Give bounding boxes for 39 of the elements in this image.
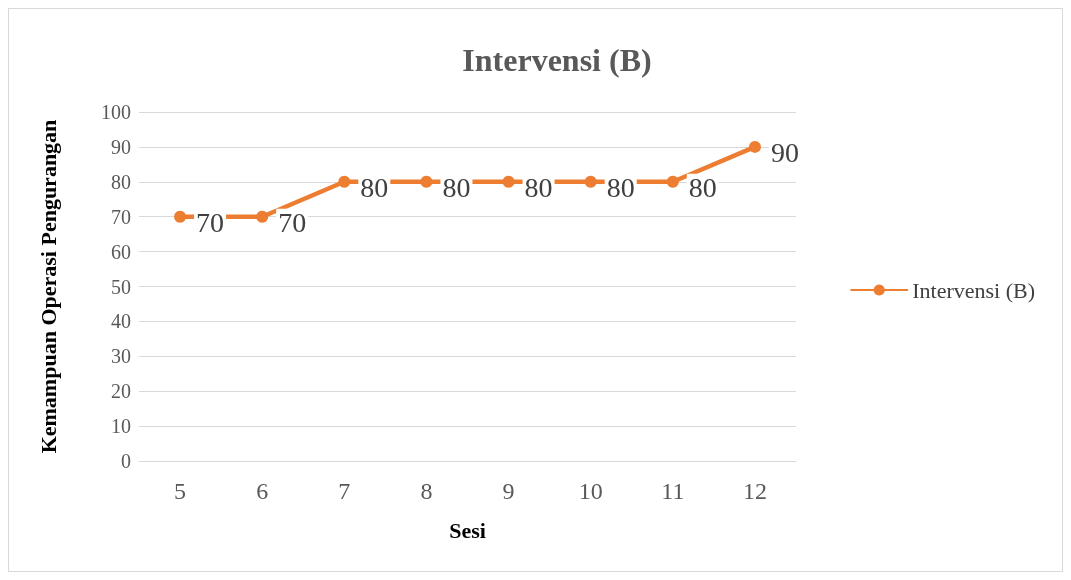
x-tick-label: 8 [420, 478, 433, 504]
x-axis-title: Sesi [449, 517, 486, 543]
data-label: 80 [442, 172, 471, 204]
data-label: 80 [524, 172, 553, 204]
y-tick-label: 100 [101, 101, 131, 123]
legend-label: Intervensi (B) [912, 277, 1035, 303]
y-tick-label: 60 [111, 240, 131, 263]
y-tick-label: 10 [111, 415, 131, 438]
y-tick-label: 0 [121, 450, 131, 472]
point [420, 175, 433, 188]
x-tick-label: 12 [742, 478, 767, 504]
x-tick-label: 7 [338, 478, 351, 504]
x-tick-label: 5 [174, 478, 187, 504]
point [584, 175, 597, 188]
y-tick-label: 30 [111, 345, 131, 368]
y-tick-label: 70 [111, 205, 131, 228]
point [666, 175, 679, 188]
y-tick-label: 40 [111, 310, 131, 333]
y-tick-label: 90 [111, 135, 131, 158]
point [338, 175, 351, 188]
data-label: 70 [196, 207, 225, 239]
point [748, 140, 761, 153]
x-tick-label: 10 [578, 478, 603, 504]
x-tick-label: 9 [502, 478, 515, 504]
data-label: 80 [606, 172, 635, 204]
point [256, 210, 269, 223]
data-label: 70 [278, 207, 307, 239]
y-tick-label: 80 [111, 170, 131, 193]
point [502, 175, 515, 188]
y-tick-label: 50 [111, 275, 131, 298]
data-label: 80 [360, 172, 389, 204]
chart-title: Intervensi (B) [462, 42, 652, 78]
x-tick-label: 11 [661, 478, 685, 504]
y-tick-label: 20 [111, 380, 131, 403]
data-label: 80 [688, 172, 717, 204]
data-label: 90 [770, 137, 799, 169]
x-tick-label: 6 [256, 478, 269, 504]
y-axis-title: Kemampuan Operasi Pengurangan [35, 119, 61, 454]
point [174, 210, 187, 223]
